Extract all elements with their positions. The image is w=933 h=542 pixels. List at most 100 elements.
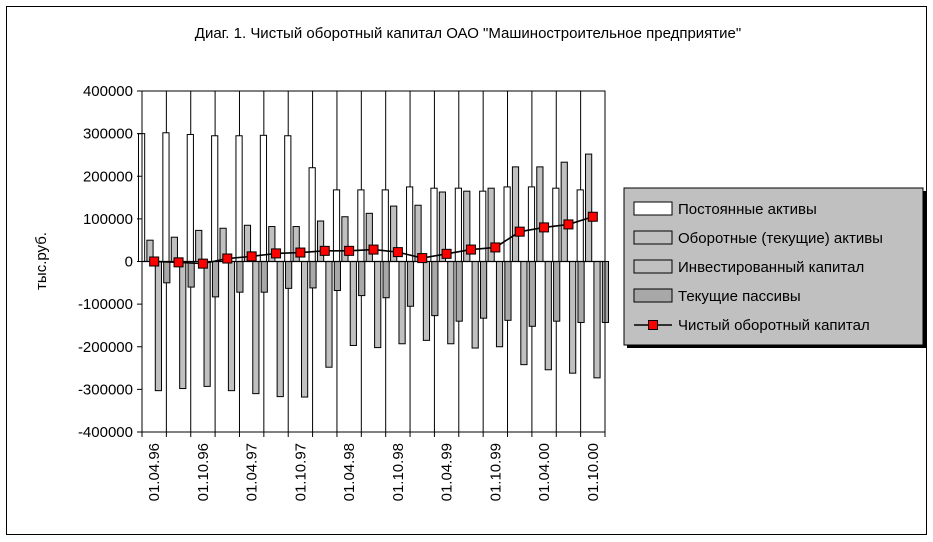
bar-2 — [195, 229, 203, 262]
line-point — [465, 244, 476, 255]
bar-3 — [179, 261, 187, 390]
bar-1 — [576, 189, 584, 262]
legend-label: Чистый оборотный капитал — [678, 317, 870, 334]
bar-1 — [454, 187, 462, 262]
bar-1 — [284, 135, 292, 263]
line-point — [197, 258, 208, 269]
x-tick-label: 01.04.98 — [341, 443, 358, 501]
bar-4 — [333, 261, 341, 291]
bar-3 — [471, 261, 479, 349]
line-point — [539, 222, 550, 233]
bar-4 — [382, 261, 390, 299]
legend-swatch — [633, 230, 673, 245]
bar-1 — [406, 186, 414, 262]
bar-4 — [504, 261, 512, 321]
bar-1 — [430, 187, 438, 262]
legend: Постоянные активы Оборотные (текущие) акт… — [623, 187, 926, 348]
net-working-capital-line — [149, 211, 598, 269]
bar-4 — [358, 261, 366, 297]
chart-title: Диаг. 1. Чистый оборотный капитал ОАО "М… — [195, 25, 741, 42]
legend-label: Инвестированный капитал — [678, 259, 864, 276]
legend-label: Постоянные активы — [678, 201, 817, 218]
legend-marker — [648, 320, 658, 330]
y-tick-label: -200000 — [78, 339, 133, 356]
line-point — [246, 251, 257, 262]
line-point — [319, 245, 330, 256]
bars — [137, 132, 610, 398]
bar-3 — [422, 261, 431, 341]
bar-1 — [211, 135, 219, 263]
y-tick-label: 300000 — [83, 126, 133, 143]
bar-3 — [544, 261, 552, 371]
bar-4 — [553, 261, 561, 322]
bar-4 — [187, 261, 195, 288]
bar-3 — [300, 261, 309, 398]
x-tick-label: 01.04.96 — [146, 443, 163, 501]
y-tick-label: 400000 — [83, 83, 133, 100]
bar-4 — [309, 261, 317, 289]
bar-2 — [511, 166, 520, 262]
bar-1 — [479, 190, 487, 262]
legend-swatch — [633, 259, 673, 274]
bar-1 — [503, 186, 511, 262]
legend-swatch — [633, 201, 673, 216]
y-tick-label: -400000 — [78, 424, 133, 441]
y-tick-label: 0 — [125, 254, 133, 271]
bar-3 — [203, 261, 211, 387]
bar-3 — [154, 261, 162, 392]
bar-2 — [560, 161, 568, 262]
bar-3 — [398, 261, 406, 345]
line-point — [441, 248, 452, 259]
legend-box — [623, 187, 924, 346]
line-point — [222, 253, 233, 264]
x-tick-label: 01.10.96 — [195, 443, 212, 501]
x-tick-label: 01.10.97 — [292, 443, 309, 501]
x-tick-label: 01.04.97 — [244, 443, 261, 501]
bar-1 — [235, 135, 243, 263]
line-point — [368, 244, 379, 255]
line-point — [587, 211, 598, 222]
bar-3 — [520, 261, 528, 366]
bar-3 — [349, 261, 357, 346]
bar-3 — [593, 261, 601, 379]
legend-label: Оборотные (текущие) активы — [678, 230, 883, 247]
y-tick-label: -100000 — [78, 296, 133, 313]
x-tick-label: 01.10.99 — [487, 443, 504, 501]
legend-label: Текущие пассивы — [678, 288, 801, 305]
x-tick-label: 01.10.98 — [390, 443, 407, 501]
y-axis-label: тыс.руб. — [33, 232, 50, 290]
bar-4 — [285, 261, 293, 289]
bar-1 — [527, 186, 536, 262]
bar-3 — [495, 261, 504, 348]
bar-1 — [259, 134, 268, 262]
bar-1 — [162, 132, 170, 262]
bar-2 — [414, 204, 422, 262]
line-point — [417, 253, 428, 264]
bar-3 — [252, 261, 260, 395]
axes — [137, 90, 606, 437]
y-tick-label: 200000 — [83, 168, 133, 185]
bar-3 — [374, 261, 382, 349]
bar-2 — [536, 166, 544, 262]
line-point — [173, 257, 184, 268]
bar-1 — [186, 133, 194, 262]
line-point — [514, 226, 525, 237]
line-point — [149, 256, 160, 267]
bar-4 — [236, 261, 244, 293]
bar-4 — [163, 261, 171, 284]
bar-4 — [577, 261, 585, 323]
bar-3 — [227, 261, 236, 392]
line-point — [563, 219, 574, 230]
line-point — [392, 247, 403, 258]
bar-2 — [585, 153, 593, 263]
bar-4 — [479, 261, 488, 319]
x-tick-label: 01.04.00 — [536, 443, 553, 501]
bar-4 — [528, 261, 536, 327]
bar-4 — [406, 261, 415, 307]
bar-1 — [552, 187, 560, 262]
y-tick-label: -300000 — [78, 381, 133, 398]
bar-3 — [569, 261, 577, 374]
y-tick-label: 100000 — [83, 211, 133, 228]
bar-4 — [211, 261, 220, 298]
